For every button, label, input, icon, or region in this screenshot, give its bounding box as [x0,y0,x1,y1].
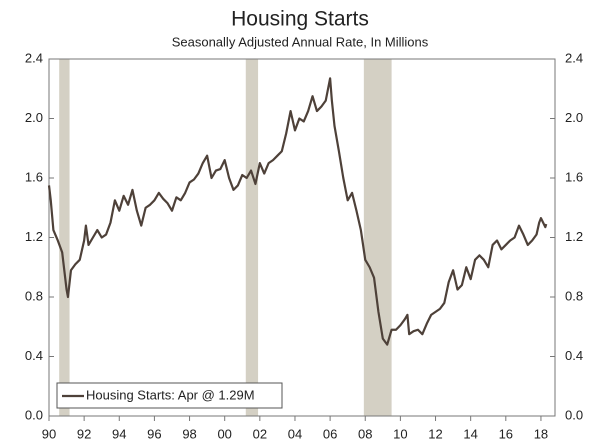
y-tick-label: 0.0 [25,407,43,422]
x-tick-label: 00 [217,426,231,441]
x-tick-label: 08 [358,426,372,441]
y2-tick-label: 2.4 [565,50,583,65]
y2-tick-label: 1.2 [565,229,583,244]
x-tick-label: 90 [42,426,56,441]
recession-band [245,59,259,416]
chart-subtitle: Seasonally Adjusted Annual Rate, In Mill… [172,34,429,49]
series-line [47,77,548,346]
y-tick-label: 0.4 [25,348,43,363]
legend-box [56,382,283,409]
y-tick-label: 0.8 [25,288,43,303]
x-tick-label: 94 [112,426,126,441]
y2-tick-label: 0.0 [565,407,583,422]
x-tick-label: 06 [323,426,337,441]
x-tick-label: 98 [182,426,196,441]
x-tick-label: 16 [499,426,513,441]
recession-band [59,59,70,416]
x-tick-label: 10 [393,426,407,441]
legend-label: Housing Starts: Apr @ 1.29M [86,387,255,402]
x-tick-label: 92 [77,426,91,441]
y2-tick-label: 2.0 [565,110,583,125]
y-tick-label: 1.2 [25,229,43,244]
plot-frame [48,58,556,417]
y-tick-label: 2.0 [25,110,43,125]
x-tick-label: 02 [253,426,267,441]
x-tick-label: 04 [288,426,302,441]
chart-title: Housing Starts [231,8,369,31]
x-tick-label: 96 [147,426,161,441]
x-tick-label: 12 [428,426,442,441]
y2-tick-label: 0.4 [565,348,583,363]
recession-band [363,59,392,416]
y-tick-label: 2.4 [25,50,43,65]
y2-tick-label: 1.6 [565,169,583,184]
x-tick-label: 18 [534,426,548,441]
y2-tick-label: 0.8 [565,288,583,303]
y-tick-label: 1.6 [25,169,43,184]
x-tick-label: 14 [463,426,477,441]
